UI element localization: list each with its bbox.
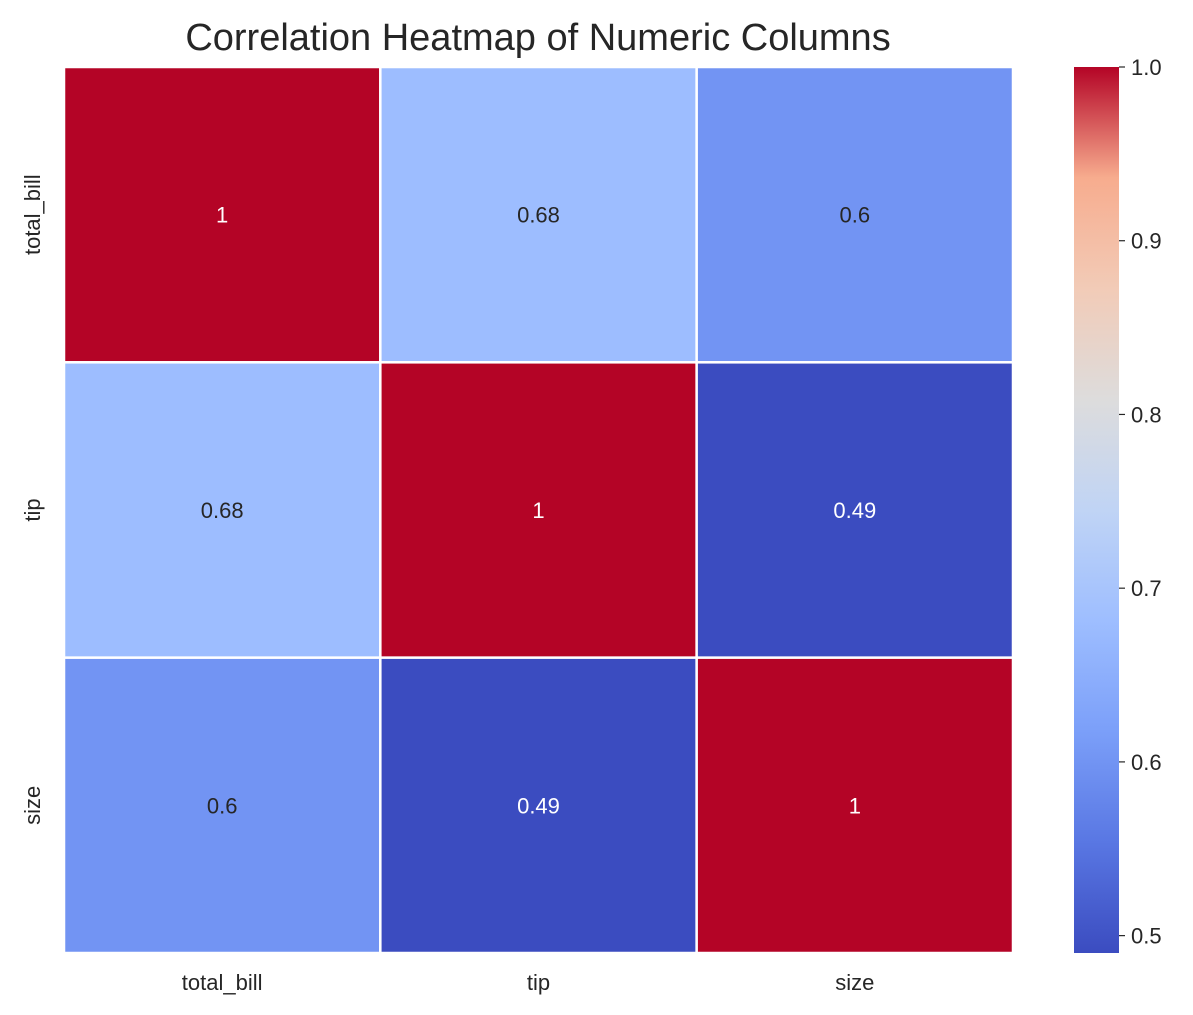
x-tick-label: total_bill bbox=[182, 970, 263, 995]
x-tick-label: size bbox=[835, 970, 874, 995]
colorbar-tick-label: 0.8 bbox=[1131, 402, 1162, 427]
heatmap-cell-annotation: 1 bbox=[532, 498, 544, 523]
heatmap-cell-total_bill-tip bbox=[379, 65, 698, 364]
heatmap-cell-tip-tip bbox=[379, 361, 698, 659]
heatmap-cell-annotation: 0.68 bbox=[517, 203, 560, 228]
heatmap-cell-annotation: 1 bbox=[216, 203, 228, 228]
heatmap-cell-annotation: 0.49 bbox=[833, 498, 876, 523]
heatmap-cell-total_bill-total_bill bbox=[62, 65, 382, 364]
colorbar-tick-labels: 0.5 0.6 0.7 0.8 0.9 1.0 bbox=[1119, 55, 1162, 949]
heatmap-cell-total_bill-size bbox=[695, 65, 1015, 364]
colorbar-gradient bbox=[1074, 67, 1119, 953]
colorbar-tick-label: 0.7 bbox=[1131, 576, 1162, 601]
heatmap-cell-annotation: 1 bbox=[849, 793, 861, 818]
heatmap-cells: 1 0.68 0.6 0.68 1 0.49 0.6 0.49 1 bbox=[62, 65, 1015, 955]
heatmap-cell-size-size bbox=[695, 656, 1015, 955]
y-tick-label: tip bbox=[20, 498, 45, 521]
colorbar-tick-label: 0.9 bbox=[1131, 229, 1162, 254]
colorbar-tick-label: 1.0 bbox=[1131, 55, 1162, 80]
y-tick-label: total_bill bbox=[20, 174, 45, 255]
colorbar-tick-label: 0.6 bbox=[1131, 750, 1162, 775]
heatmap-cell-annotation: 0.49 bbox=[517, 793, 560, 818]
heatmap-cell-tip-total_bill bbox=[62, 361, 382, 659]
x-axis-tick-labels: total_bill tip size bbox=[182, 970, 875, 995]
heatmap-cell-size-total_bill bbox=[62, 656, 382, 955]
heatmap-cell-annotation: 0.68 bbox=[201, 498, 244, 523]
x-tick-label: tip bbox=[527, 970, 550, 995]
colorbar bbox=[1074, 67, 1119, 953]
y-tick-label: size bbox=[20, 786, 45, 825]
heatmap-cell-size-tip bbox=[379, 656, 698, 955]
chart-title: Correlation Heatmap of Numeric Columns bbox=[185, 17, 890, 59]
heatmap-cell-tip-size bbox=[695, 361, 1015, 659]
colorbar-tick-label: 0.5 bbox=[1131, 924, 1162, 949]
heatmap-cell-annotation: 0.6 bbox=[840, 203, 871, 228]
heatmap-cell-annotation: 0.6 bbox=[207, 793, 238, 818]
